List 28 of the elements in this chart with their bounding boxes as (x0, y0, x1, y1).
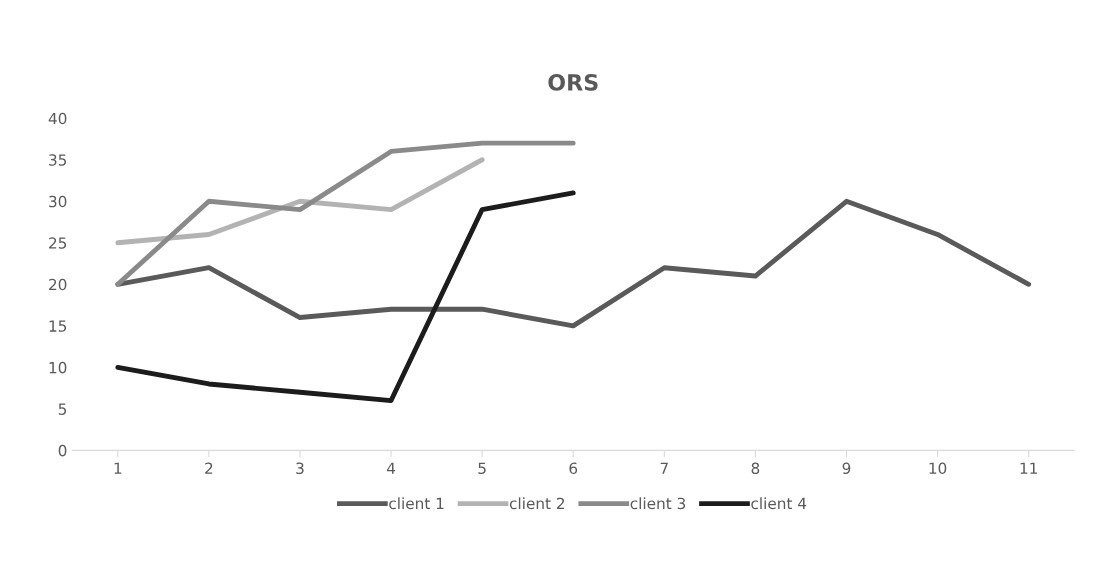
x-tick-label: 11 (1020, 462, 1037, 474)
x-tick-label: 6 (569, 462, 578, 475)
x-tick-label: 5 (478, 462, 486, 475)
x-tick-label: 1 (114, 462, 122, 474)
x-tick-label: 8 (751, 462, 760, 475)
y-tick-label: 5 (58, 403, 67, 415)
y-tick-label: 30 (49, 195, 67, 208)
line-series (115, 190, 576, 403)
legend-label: client 3 (630, 497, 686, 510)
y-tick-label: 25 (49, 237, 67, 249)
y-tick-label: 15 (49, 320, 67, 332)
y-tick-label: 0 (58, 444, 67, 457)
x-tick-label: 7 (660, 462, 668, 474)
y-tick-label: 20 (49, 278, 67, 291)
legend-label: client 4 (751, 497, 807, 510)
x-tick-label: 4 (386, 462, 396, 474)
x-tick-label: 3 (296, 462, 304, 475)
x-tick-label: 2 (205, 462, 213, 474)
line-series (115, 157, 485, 246)
legend-label: client 1 (389, 497, 444, 510)
line-series (115, 140, 576, 287)
chart-title: ORS (548, 73, 598, 91)
x-tick-label: 9 (842, 462, 851, 475)
x-tick-label: 10 (929, 462, 947, 475)
y-tick-label: 35 (49, 154, 67, 166)
y-tick-label: 40 (48, 112, 67, 125)
y-tick-label: 10 (49, 361, 67, 374)
legend-label: client 2 (509, 497, 565, 510)
